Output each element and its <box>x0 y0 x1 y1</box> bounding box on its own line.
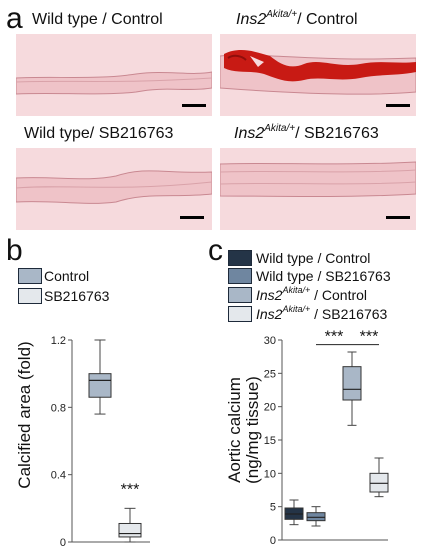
panel-c-letter: c <box>208 234 223 267</box>
legend-swatch-control <box>18 268 42 284</box>
scale-bar <box>386 216 410 219</box>
legend-sup: Akita/+ <box>282 285 311 295</box>
tile-caption-wt-control: Wild type / Control <box>32 12 163 28</box>
legend-label-wt-control: Wild type / Control <box>256 251 370 265</box>
y-tick-label: 0.8 <box>51 402 66 414</box>
box <box>118 522 142 538</box>
legend-gene: Ins2 <box>256 306 283 322</box>
y-tick-label: 0.4 <box>51 470 66 482</box>
tile-caption-akita-control: Ins2Akita/+/ Control <box>236 9 358 28</box>
legend-label-sb216763: SB216763 <box>44 288 110 304</box>
legend-suffix: / Control <box>310 287 368 303</box>
histology-tile-akita-control <box>220 34 416 116</box>
caption-prefix: Wild type/ SB216763 <box>24 125 174 142</box>
caption-suffix: / SB216763 <box>295 125 379 142</box>
panel-b-letter: b <box>6 234 23 267</box>
legend-swatch-wt-sb <box>228 268 252 284</box>
y-tick-label: 0 <box>60 537 66 549</box>
legend-text: Wild type / Control <box>256 250 371 266</box>
caption-gene: Ins2 <box>236 11 267 28</box>
legend-label-wt-sb: Wild type / SB216763 <box>256 269 391 283</box>
caption-suffix: / Control <box>297 11 358 28</box>
scale-bar <box>386 104 410 107</box>
caption-sup: Akita/+ <box>264 123 296 134</box>
caption-sup: Akita/+ <box>266 9 298 20</box>
box <box>369 472 389 493</box>
y-tick-label: 1.2 <box>51 335 66 347</box>
legend-swatch-akita-control <box>228 287 252 303</box>
significance-label: *** <box>121 481 140 498</box>
legend-text: Wild type / SB216763 <box>256 268 391 284</box>
legend-label-akita-sb: Ins2Akita/+ / SB216763 <box>256 304 388 322</box>
tissue-section <box>220 161 416 197</box>
tile-caption-wt-sb: Wild type/ SB216763 <box>24 126 173 142</box>
y-tick-label: 25 <box>264 368 276 380</box>
box <box>342 366 362 401</box>
legend-swatch-akita-sb <box>228 306 252 322</box>
scale-bar <box>180 216 204 219</box>
legend-b: Control SB216763 <box>18 268 198 308</box>
y-tick-label: 5 <box>270 502 276 514</box>
scale-bar <box>182 104 206 107</box>
significance-label: *** <box>325 329 344 346</box>
panel-a-letter: a <box>6 2 23 35</box>
legend-swatch-sb216763 <box>18 288 42 304</box>
tissue-section <box>220 50 416 95</box>
histology-tile-wt-sb <box>16 148 212 230</box>
legend-c: Wild type / Control Wild type / SB216763… <box>228 250 428 326</box>
histology-tile-wt-control <box>16 34 212 116</box>
y-tick-label: 30 <box>264 335 276 347</box>
y-tick-label: 0 <box>270 535 276 547</box>
chart-b: 0 0.4 0.8 1.2 *** <box>51 335 150 549</box>
histology-tile-akita-sb <box>220 148 416 230</box>
legend-suffix: / SB216763 <box>310 306 388 322</box>
legend-label-akita-control: Ins2Akita/+ / Control <box>256 285 368 303</box>
tissue-section <box>16 71 212 95</box>
box <box>88 373 112 398</box>
tile-caption-akita-sb: Ins2Akita/+/ SB216763 <box>234 123 379 142</box>
legend-gene: Ins2 <box>256 287 283 303</box>
y-tick-label: 15 <box>264 435 276 447</box>
significance-label: *** <box>360 329 379 346</box>
tissue-section <box>16 170 212 204</box>
chart-c: 0 5 10 15 20 25 30 *** *** <box>264 329 389 547</box>
caption-gene: Ins2 <box>234 125 265 142</box>
legend-swatch-wt-control <box>228 250 252 266</box>
legend-label-control: Control <box>44 268 90 284</box>
caption-prefix: Wild type / Control <box>32 11 163 28</box>
box <box>306 512 326 522</box>
y-tick-label: 10 <box>264 468 276 480</box>
legend-sup: Akita/+ <box>282 304 311 314</box>
y-tick-label: 20 <box>264 402 276 414</box>
